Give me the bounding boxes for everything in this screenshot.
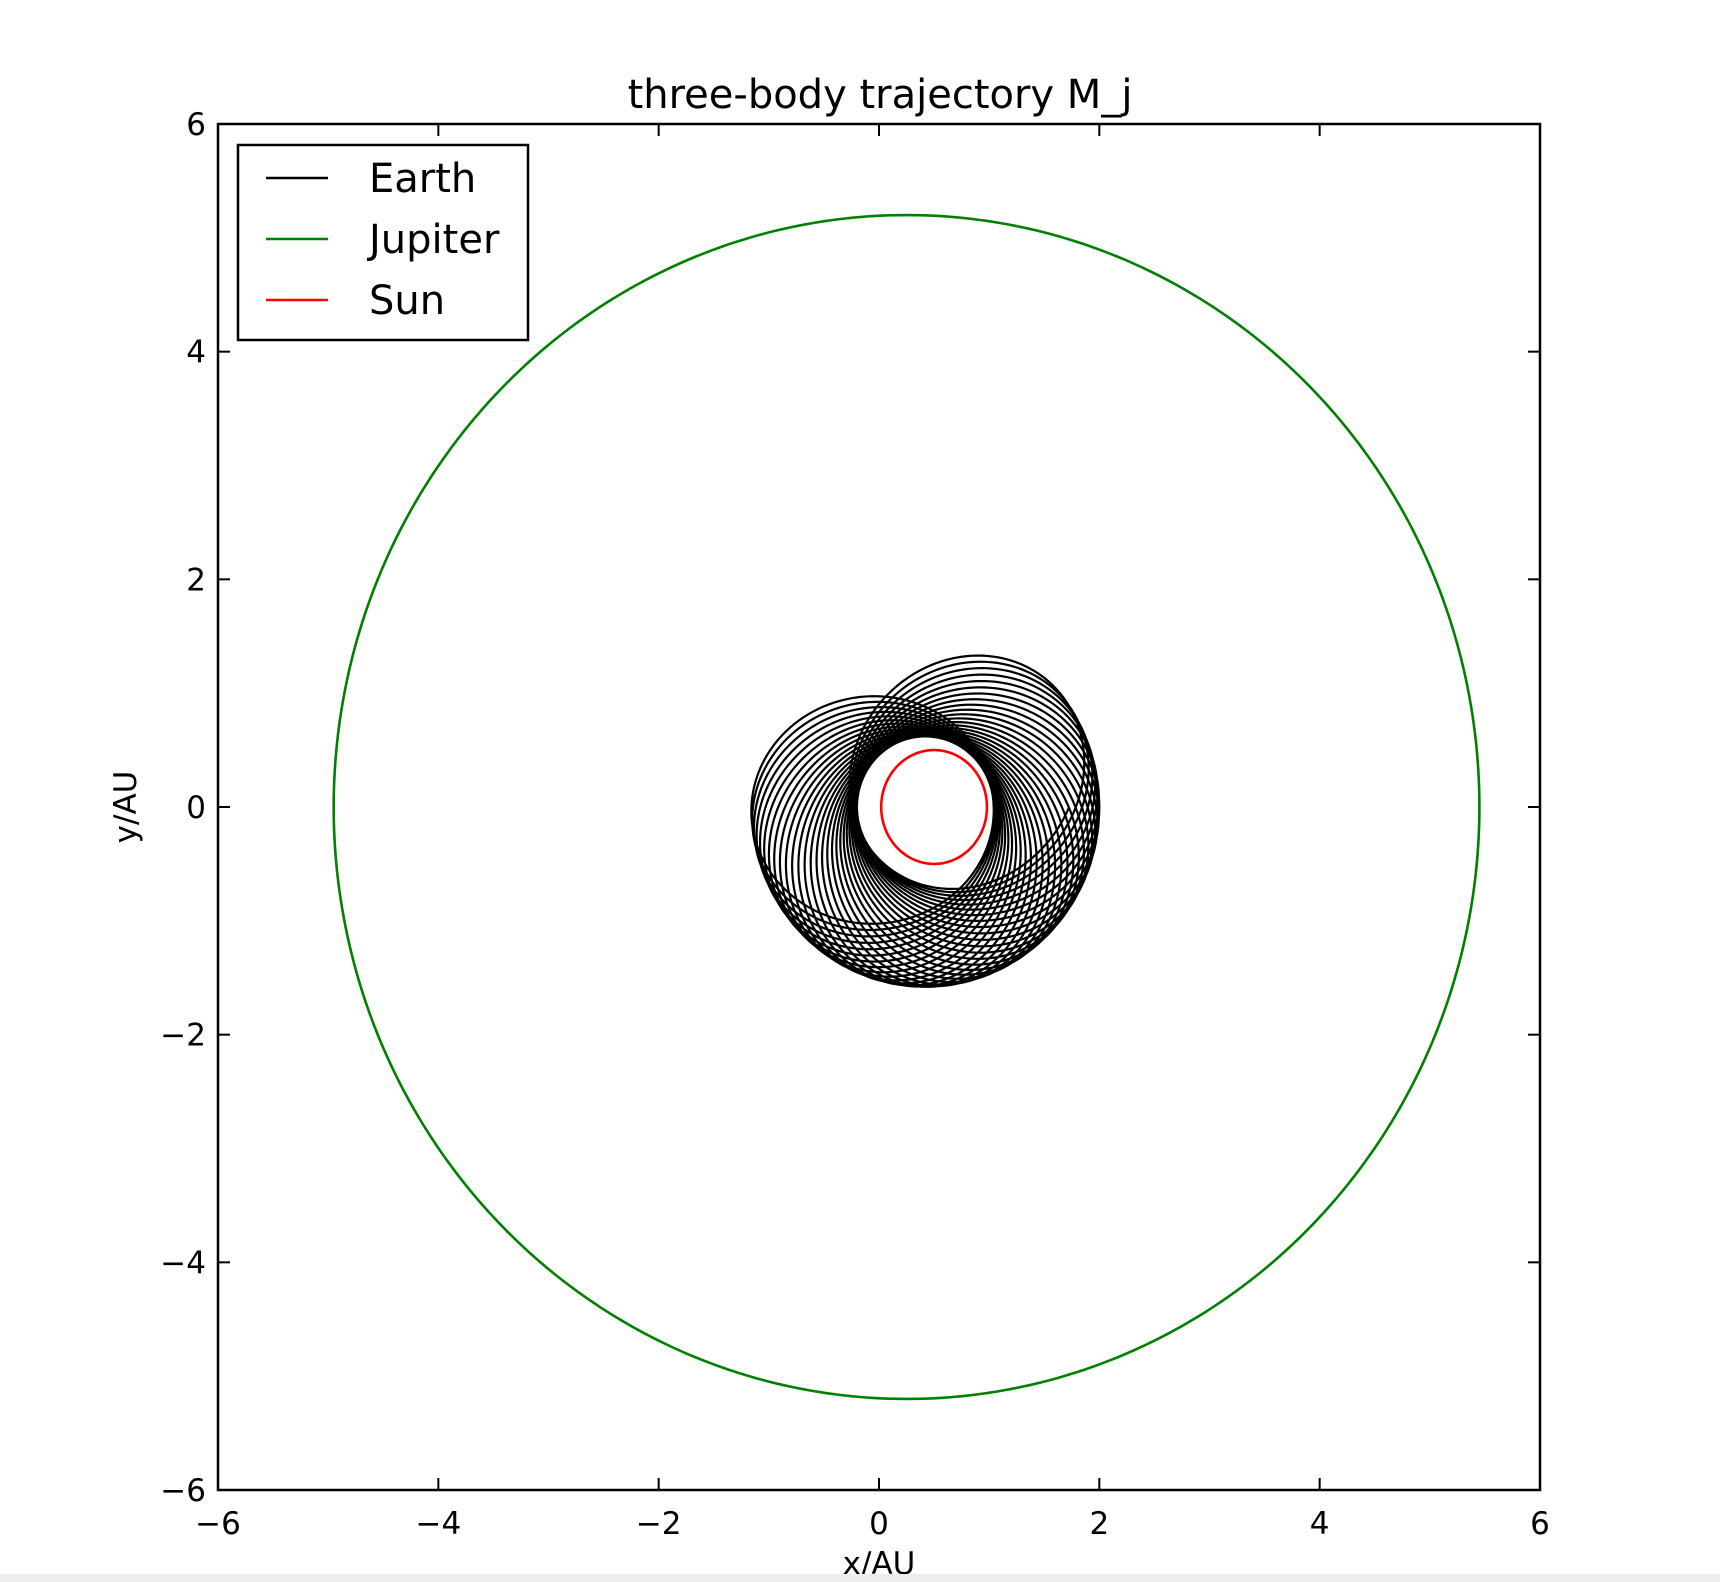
y-tick-label: −2 [160,1018,206,1054]
x-tick-label: −4 [415,1506,461,1542]
legend-label-sun: Sun [369,278,445,324]
series-jupiter-line [332,213,1481,1401]
y-axis-label: y/AU [108,771,144,844]
y-tick-label: 0 [186,790,206,826]
legend-entries: Earth Jupiter Sun [266,156,500,324]
series-sun-line [879,748,989,866]
y-tick-label: −4 [160,1245,206,1281]
x-tick-label: 4 [1310,1506,1330,1542]
ticks-layer: −6 −4 −2 0 2 4 6 −6 −4 −2 0 2 4 6 [160,107,1550,1542]
legend-label-earth: Earth [369,156,476,202]
x-tick-label: 0 [869,1506,889,1542]
y-tick-label: 2 [186,562,206,598]
x-tick-label: 2 [1089,1506,1109,1542]
series-layer [332,213,1481,1401]
plot-background [218,124,1540,1490]
bottom-strip [0,1574,1720,1582]
legend-label-jupiter: Jupiter [366,217,500,263]
plot-frame [216,122,1542,1492]
plot-area: −6 −4 −2 0 2 4 6 −6 −4 −2 0 2 4 6 [160,107,1550,1542]
x-tick-label: 6 [1530,1506,1550,1542]
legend: Earth Jupiter Sun [236,143,530,342]
y-tick-label: −6 [160,1473,206,1509]
y-tick-label: 4 [186,335,206,371]
x-tick-label: −6 [195,1506,241,1542]
chart-title: three-body trajectory M_j [628,72,1133,118]
series-earth-line [750,654,1101,988]
y-tick-label: 6 [186,107,206,143]
x-tick-label: −2 [636,1506,682,1542]
